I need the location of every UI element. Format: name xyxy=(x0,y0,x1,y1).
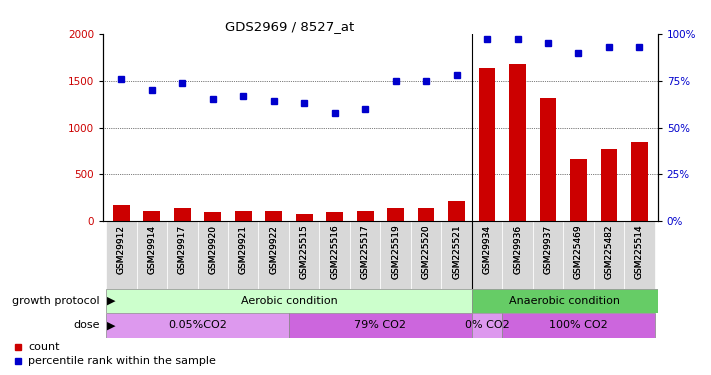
Text: GSM225482: GSM225482 xyxy=(604,225,614,279)
Text: GSM225520: GSM225520 xyxy=(422,225,431,279)
Text: ▶: ▶ xyxy=(107,296,115,306)
Text: Aerobic condition: Aerobic condition xyxy=(240,296,337,306)
Text: GSM225515: GSM225515 xyxy=(300,225,309,279)
Text: GSM225482: GSM225482 xyxy=(604,225,614,279)
Bar xyxy=(106,313,289,338)
Text: GSM29917: GSM29917 xyxy=(178,225,187,274)
Text: 79% CO2: 79% CO2 xyxy=(354,320,407,330)
Bar xyxy=(540,99,556,221)
Bar xyxy=(509,64,526,221)
Text: GSM225469: GSM225469 xyxy=(574,225,583,279)
Text: GSM29914: GSM29914 xyxy=(147,225,156,274)
Bar xyxy=(259,221,289,289)
Text: GSM225514: GSM225514 xyxy=(635,225,644,279)
Text: GSM225519: GSM225519 xyxy=(391,225,400,279)
Text: 0.05%CO2: 0.05%CO2 xyxy=(168,320,227,330)
Text: GSM29912: GSM29912 xyxy=(117,225,126,274)
Bar xyxy=(174,208,191,221)
Bar xyxy=(624,221,655,289)
Bar xyxy=(472,313,502,338)
Bar xyxy=(289,221,319,289)
Bar xyxy=(205,212,221,221)
Bar xyxy=(411,221,442,289)
Bar xyxy=(296,214,313,221)
Bar xyxy=(106,221,137,289)
Bar xyxy=(570,159,587,221)
Text: GSM29920: GSM29920 xyxy=(208,225,218,274)
Text: GSM29920: GSM29920 xyxy=(208,225,218,274)
Text: GSM225514: GSM225514 xyxy=(635,225,644,279)
Bar xyxy=(167,221,198,289)
Bar xyxy=(198,221,228,289)
Bar xyxy=(113,206,129,221)
Text: GSM225521: GSM225521 xyxy=(452,225,461,279)
Bar xyxy=(235,211,252,221)
Text: GSM29936: GSM29936 xyxy=(513,225,522,274)
Bar xyxy=(448,201,465,221)
Text: GSM225516: GSM225516 xyxy=(330,225,339,279)
Bar xyxy=(479,68,496,221)
Text: GSM225516: GSM225516 xyxy=(330,225,339,279)
Text: GSM225515: GSM225515 xyxy=(300,225,309,279)
Bar xyxy=(563,221,594,289)
Bar xyxy=(417,208,434,221)
Text: GSM225521: GSM225521 xyxy=(452,225,461,279)
Bar xyxy=(380,221,411,289)
Bar xyxy=(472,289,658,313)
Bar xyxy=(601,149,617,221)
Text: GSM29922: GSM29922 xyxy=(269,225,278,273)
Bar xyxy=(387,208,404,221)
Bar xyxy=(144,211,160,221)
Text: GSM29934: GSM29934 xyxy=(483,225,491,274)
Text: count: count xyxy=(28,342,60,352)
Text: GSM29934: GSM29934 xyxy=(483,225,491,274)
Text: GSM29937: GSM29937 xyxy=(543,225,552,274)
Text: percentile rank within the sample: percentile rank within the sample xyxy=(28,356,216,366)
Text: GSM29921: GSM29921 xyxy=(239,225,247,274)
Bar xyxy=(326,212,343,221)
Text: GSM29912: GSM29912 xyxy=(117,225,126,274)
Text: 0% CO2: 0% CO2 xyxy=(465,320,509,330)
Bar xyxy=(631,142,648,221)
Bar xyxy=(472,221,502,289)
Bar xyxy=(137,221,167,289)
Text: GSM29922: GSM29922 xyxy=(269,225,278,273)
Text: 100% CO2: 100% CO2 xyxy=(549,320,608,330)
Bar xyxy=(533,221,563,289)
Text: GDS2969 / 8527_at: GDS2969 / 8527_at xyxy=(225,20,354,33)
Text: GSM225520: GSM225520 xyxy=(422,225,431,279)
Text: growth protocol: growth protocol xyxy=(12,296,100,306)
Bar xyxy=(319,221,350,289)
Text: Anaerobic condition: Anaerobic condition xyxy=(509,296,620,306)
Text: GSM29914: GSM29914 xyxy=(147,225,156,274)
Bar xyxy=(357,211,373,221)
Text: GSM29917: GSM29917 xyxy=(178,225,187,274)
Bar xyxy=(350,221,380,289)
Bar xyxy=(228,221,259,289)
Bar xyxy=(502,313,655,338)
Text: GSM29936: GSM29936 xyxy=(513,225,522,274)
Bar xyxy=(442,221,472,289)
Text: dose: dose xyxy=(73,320,100,330)
Bar xyxy=(265,211,282,221)
Text: GSM225469: GSM225469 xyxy=(574,225,583,279)
Bar xyxy=(502,221,533,289)
Text: GSM225517: GSM225517 xyxy=(360,225,370,279)
Text: ▶: ▶ xyxy=(107,320,115,330)
Bar xyxy=(289,313,472,338)
Text: GSM225517: GSM225517 xyxy=(360,225,370,279)
Bar xyxy=(594,221,624,289)
Text: GSM29921: GSM29921 xyxy=(239,225,247,274)
Text: GSM225519: GSM225519 xyxy=(391,225,400,279)
Bar xyxy=(106,289,472,313)
Text: GSM29937: GSM29937 xyxy=(543,225,552,274)
